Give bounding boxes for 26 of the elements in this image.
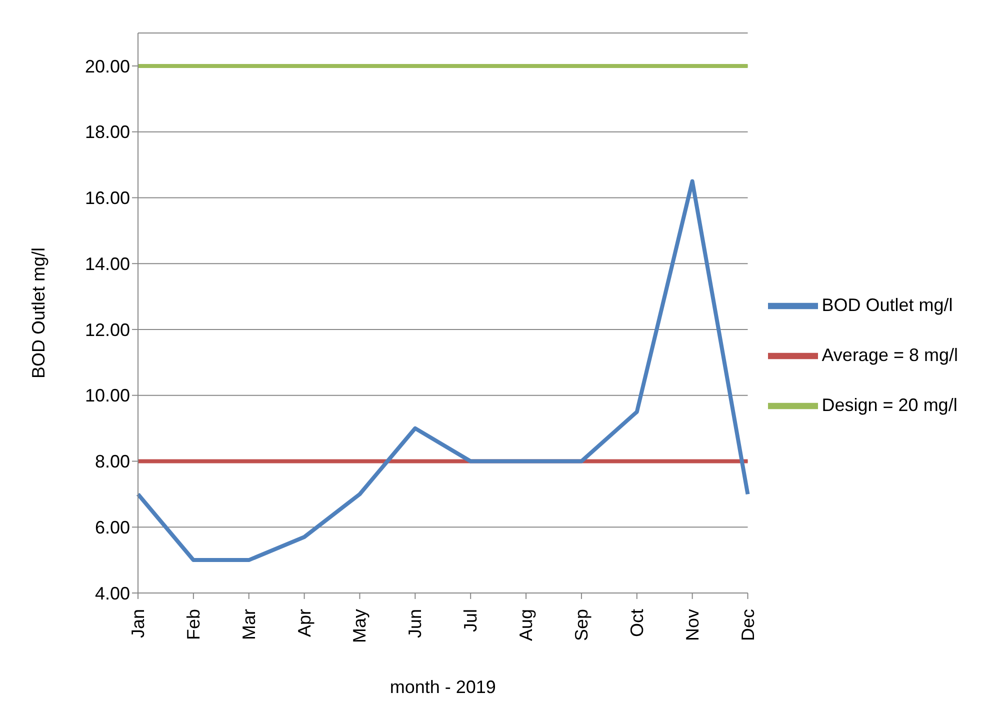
y-tick-label: 18.00 [84, 122, 130, 142]
x-tick-label: Nov [682, 609, 702, 642]
x-tick-label: Mar [238, 608, 259, 640]
x-tick-label: Oct [626, 609, 647, 638]
y-tick-label: 10.00 [84, 386, 130, 406]
y-tick-label: 16.00 [84, 188, 130, 208]
x-tick-label: Dec [738, 609, 758, 642]
x-tick-label: Jul [460, 609, 481, 632]
x-tick-label: Jun [405, 609, 426, 638]
y-tick-label: 20.00 [84, 56, 130, 76]
y-tick-label: 6.00 [94, 518, 130, 538]
y-axis-title: BOD Outlet mg/l [28, 247, 48, 379]
x-tick-label: Sep [571, 609, 592, 642]
legend-label: BOD Outlet mg/l [822, 294, 953, 314]
legend-label: Average = 8 mg/l [822, 344, 958, 364]
y-tick-label: 8.00 [94, 452, 130, 472]
x-tick-label: Feb [183, 609, 204, 640]
x-axis-title: month - 2019 [390, 677, 496, 697]
y-tick-label: 14.00 [84, 254, 130, 274]
x-tick-label: May [350, 609, 370, 644]
x-tick-label: Apr [294, 609, 314, 638]
y-tick-label: 4.00 [94, 583, 130, 604]
x-tick-label: Aug [516, 609, 536, 642]
x-tick-label: Jan [128, 609, 148, 638]
legend-label: Design = 20 mg/l [822, 394, 958, 414]
y-tick-label: 12.00 [84, 320, 130, 340]
